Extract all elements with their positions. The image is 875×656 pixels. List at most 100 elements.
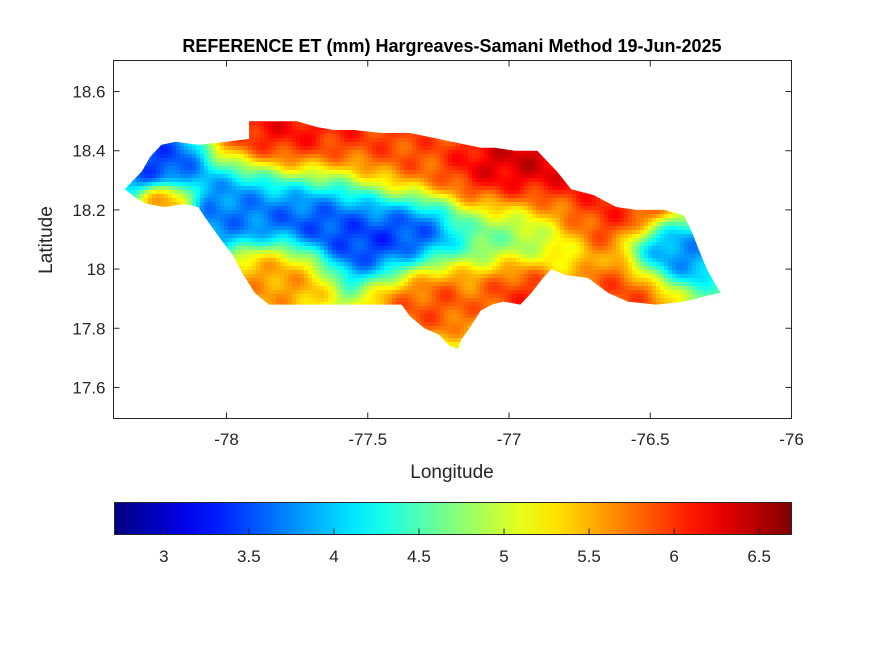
heat-cell — [352, 202, 357, 207]
heat-cell — [520, 158, 525, 163]
heat-cell — [452, 130, 457, 135]
heat-cell — [660, 230, 665, 235]
heat-cell — [356, 218, 361, 223]
heat-cell — [676, 234, 681, 239]
heat-cell — [668, 162, 673, 167]
heat-cell — [148, 110, 153, 115]
heat-cell — [440, 206, 445, 211]
heat-cell — [576, 134, 581, 139]
heat-cell — [444, 234, 449, 239]
heat-cell — [644, 110, 649, 115]
heat-cell — [364, 130, 369, 135]
heat-cell — [296, 174, 301, 179]
heat-cell — [336, 178, 341, 183]
heat-cell — [128, 162, 133, 167]
heat-cell — [444, 194, 449, 199]
heat-cell — [272, 202, 277, 207]
heat-cell — [172, 146, 177, 151]
heat-cell — [676, 182, 681, 187]
heat-cell — [436, 170, 441, 175]
heat-cell — [600, 230, 605, 235]
heat-cell — [576, 174, 581, 179]
heat-cell — [556, 226, 561, 231]
heat-cell — [536, 154, 541, 159]
heat-cell — [416, 186, 421, 191]
heat-cell — [164, 222, 169, 227]
heat-cell — [380, 166, 385, 171]
heat-cell — [448, 166, 453, 171]
heat-cell — [516, 182, 521, 187]
heat-cell — [160, 162, 165, 167]
heat-cell — [576, 202, 581, 207]
heat-cell — [172, 190, 177, 195]
heat-cell — [232, 214, 237, 219]
heat-cell — [640, 122, 645, 127]
heat-cell — [360, 214, 365, 219]
heat-cell — [264, 110, 269, 115]
heat-cell — [544, 126, 549, 131]
heat-cell — [376, 218, 381, 223]
heat-cell — [156, 238, 161, 243]
heat-cell — [448, 218, 453, 223]
heat-cell — [664, 134, 669, 139]
heat-cell — [136, 162, 141, 167]
heat-cell — [348, 222, 353, 227]
heat-cell — [644, 214, 649, 219]
heat-cell — [340, 214, 345, 219]
heat-cell — [364, 166, 369, 171]
heat-cell — [684, 166, 689, 171]
heat-cell — [276, 142, 281, 147]
heat-cell — [308, 222, 313, 227]
heat-cell — [428, 150, 433, 155]
heat-cell — [560, 170, 565, 175]
heat-cell — [652, 214, 657, 219]
heat-cell — [180, 121, 185, 123]
heat-cell — [308, 158, 313, 163]
heat-cell — [608, 166, 613, 171]
heat-cell — [364, 218, 369, 223]
heat-cell — [464, 134, 469, 139]
heat-cell — [260, 170, 265, 175]
heat-cell — [188, 170, 193, 175]
heat-cell — [628, 138, 633, 143]
heat-cell — [472, 226, 477, 231]
heat-cell — [372, 234, 377, 239]
heat-cell — [596, 126, 601, 131]
heat-cell — [484, 158, 489, 163]
heat-cell — [212, 182, 217, 187]
heat-cell — [552, 166, 557, 171]
heat-cell — [512, 162, 517, 167]
heat-cell — [260, 121, 265, 123]
heat-cell — [508, 134, 513, 139]
heat-cell — [564, 222, 569, 227]
heat-cell — [260, 122, 265, 127]
heat-cell — [140, 202, 145, 207]
heat-cell — [360, 190, 365, 195]
heat-cell — [328, 206, 333, 211]
heat-cell — [128, 178, 133, 183]
heat-cell — [152, 142, 157, 147]
heat-cell — [508, 210, 513, 215]
heat-cell — [596, 206, 601, 211]
heat-cell — [264, 130, 269, 135]
heat-cell — [672, 186, 677, 191]
heat-cell — [684, 182, 689, 187]
heat-cell — [244, 162, 249, 167]
heat-cell — [608, 186, 613, 191]
heat-cell — [428, 162, 433, 167]
heat-cell — [484, 190, 489, 195]
heat-cell — [148, 126, 153, 131]
heat-cell — [324, 190, 329, 195]
heat-cell — [292, 134, 297, 139]
heat-cell — [308, 182, 313, 187]
heat-cell — [664, 114, 669, 119]
heat-cell — [380, 178, 385, 183]
heat-cell — [452, 194, 457, 199]
heat-cell — [564, 126, 569, 131]
heat-cell — [272, 166, 277, 171]
heat-cell — [680, 166, 685, 171]
heat-cell — [588, 130, 593, 135]
heat-cell — [348, 142, 353, 147]
heat-cell — [448, 114, 453, 119]
heat-cell — [388, 122, 393, 127]
